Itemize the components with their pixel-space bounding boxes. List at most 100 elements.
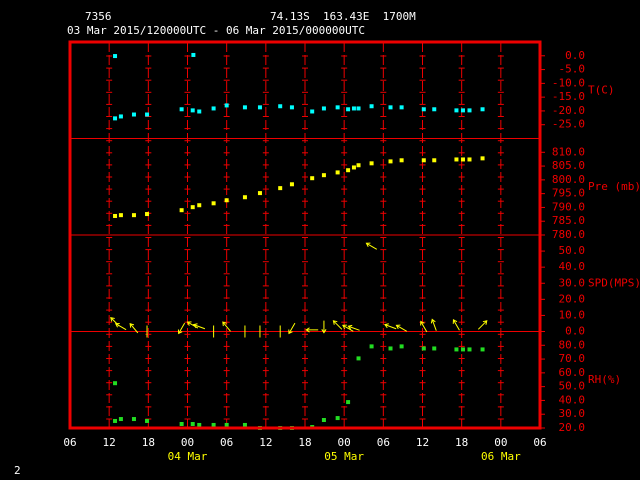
data-point — [369, 104, 374, 109]
data-point — [145, 418, 150, 423]
wind-arrow — [305, 327, 319, 333]
data-point — [369, 161, 374, 166]
data-point — [388, 346, 393, 351]
y-tick-label: 20.0 — [559, 421, 586, 434]
x-tick-label: 18 — [142, 436, 155, 449]
data-point — [224, 103, 229, 108]
data-point — [335, 170, 340, 175]
data-point — [145, 112, 150, 117]
data-point — [346, 168, 351, 173]
data-point — [454, 108, 459, 113]
period: 03 Mar 2015/120000UTC - 06 Mar 2015/0000… — [67, 24, 365, 37]
panel-label: SPD(MPS) — [588, 276, 640, 289]
y-tick-label: 80.0 — [559, 338, 586, 351]
data-point — [399, 158, 404, 163]
y-tick-label: -15.0 — [552, 90, 585, 103]
station-id: 7356 — [85, 10, 112, 23]
y-tick-label: 790.0 — [552, 200, 585, 213]
data-point — [118, 417, 123, 422]
data-point — [480, 347, 485, 352]
wind-arrow — [383, 323, 397, 330]
data-point — [211, 106, 216, 111]
data-point — [351, 165, 356, 170]
data-point — [460, 347, 465, 352]
data-point — [321, 173, 326, 178]
location: 74.13S 163.43E 1700M — [270, 10, 416, 23]
date-label: 05 Mar — [324, 450, 364, 463]
data-point — [421, 107, 426, 112]
y-tick-label: 40.0 — [559, 260, 586, 273]
wind-arrow — [477, 320, 488, 330]
data-point — [211, 422, 216, 427]
panel-label: Pre (mb) — [588, 180, 640, 193]
y-tick-label: 800.0 — [552, 173, 585, 186]
date-label: 04 Mar — [168, 450, 208, 463]
data-point — [145, 212, 150, 217]
wind-arrow — [420, 320, 428, 333]
data-point — [179, 107, 184, 112]
data-point — [480, 107, 485, 112]
data-point — [467, 108, 472, 113]
y-tick-label: 810.0 — [552, 145, 585, 158]
data-point — [224, 422, 229, 427]
data-point — [335, 416, 340, 421]
x-tick-label: 18 — [455, 436, 468, 449]
data-point — [131, 112, 136, 117]
data-point — [356, 356, 361, 361]
data-point — [467, 347, 472, 352]
plot-frame — [68, 40, 542, 430]
data-point — [289, 105, 294, 110]
data-point — [460, 157, 465, 162]
grid — [70, 42, 545, 429]
y-tick-label: -5.0 — [559, 63, 586, 76]
data-point — [113, 381, 118, 386]
data-point — [356, 106, 361, 111]
data-point — [356, 163, 361, 168]
data-point — [257, 105, 262, 110]
data-point — [197, 203, 202, 208]
wind-arrow — [321, 320, 327, 334]
wind-arrow — [288, 322, 296, 335]
data-point — [118, 114, 123, 119]
x-tick-label: 06 — [533, 436, 546, 449]
data-point — [242, 105, 247, 110]
data-point — [190, 422, 195, 427]
wind-arrow — [114, 323, 127, 331]
data-point — [190, 205, 195, 210]
y-tick-label: 0.0 — [565, 325, 585, 338]
y-tick-label: 0.0 — [565, 49, 585, 62]
y-tick-label: 805.0 — [552, 159, 585, 172]
data-point — [113, 116, 118, 121]
y-tick-label: 30.0 — [559, 276, 586, 289]
y-tick-label: 50.0 — [559, 380, 586, 393]
wind-arrow — [395, 324, 408, 332]
y-tick-label: 780.0 — [552, 228, 585, 241]
data-point — [399, 344, 404, 349]
wind-arrow — [452, 319, 460, 331]
y-tick-label: 785.0 — [552, 214, 585, 227]
data-point — [179, 422, 184, 427]
x-tick-label: 00 — [494, 436, 507, 449]
data-point — [432, 158, 437, 163]
y-tick-label: 70.0 — [559, 352, 586, 365]
data-point — [310, 176, 315, 181]
data-point — [454, 157, 459, 162]
data-point — [310, 109, 315, 114]
data-point — [369, 344, 374, 349]
data-point — [224, 198, 229, 203]
data-point — [131, 213, 136, 218]
wind-arrow — [129, 322, 139, 334]
data-point — [351, 106, 356, 111]
data-point — [197, 422, 202, 427]
data-point — [388, 105, 393, 110]
wind-arrow — [342, 324, 354, 332]
page-number: 2 — [14, 464, 21, 477]
y-tick-label: -10.0 — [552, 76, 585, 89]
data-point — [460, 108, 465, 113]
x-tick-label: 12 — [416, 436, 429, 449]
data-point — [432, 107, 437, 112]
wind-arrow — [186, 321, 199, 329]
